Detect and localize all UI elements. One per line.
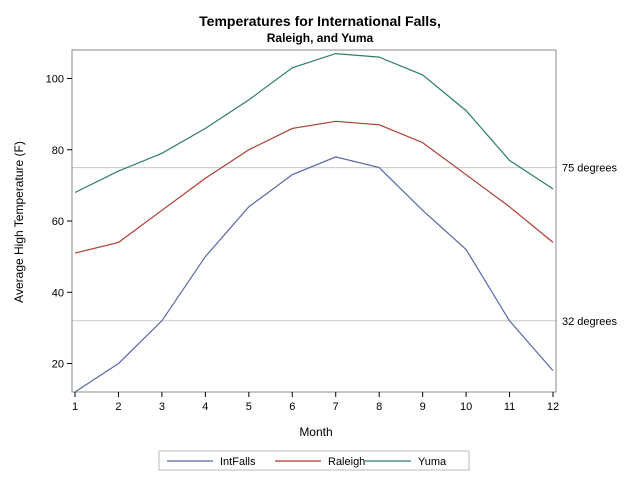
y-axis: 20 40 60 80 100 <box>46 74 72 371</box>
x-tick-label: 2 <box>115 401 121 413</box>
y-tick-label: 40 <box>52 287 64 299</box>
legend-label-raleigh: Raleigh <box>328 456 365 468</box>
x-tick-label: 8 <box>376 401 382 413</box>
y-tick-label: 80 <box>52 145 64 157</box>
y-tick-label: 20 <box>52 359 64 371</box>
x-axis-label: Month <box>299 425 332 439</box>
y-axis-label: Average High Temperature (F) <box>12 141 26 303</box>
series-line-intfalls <box>74 156 554 393</box>
y-tick-label: 100 <box>46 74 64 86</box>
series-line-yuma <box>74 52 554 194</box>
reference-lines: 75 degrees 32 degrees <box>72 163 618 328</box>
x-tick-label: 12 <box>547 401 559 413</box>
x-tick-label: 4 <box>202 401 208 413</box>
x-tick-label: 9 <box>420 401 426 413</box>
plot-area-frame <box>71 49 557 393</box>
x-tick-label: 11 <box>504 401 515 413</box>
x-tick-label: 6 <box>289 401 295 413</box>
x-axis: 1 2 3 4 5 6 7 8 9 10 11 12 <box>72 392 559 413</box>
legend: IntFalls Raleigh Yuma <box>158 450 470 471</box>
reference-line-label: 32 degrees <box>562 316 618 328</box>
x-tick-label: 1 <box>72 401 78 413</box>
legend-label-yuma: Yuma <box>418 456 447 468</box>
x-tick-label: 10 <box>460 401 472 413</box>
chart-subtitle: Raleigh, and Yuma <box>267 31 374 45</box>
x-tick-label: 3 <box>159 401 165 413</box>
y-tick-label: 60 <box>52 216 64 228</box>
reference-line-label: 75 degrees <box>562 163 618 175</box>
x-tick-label: 7 <box>333 401 339 413</box>
series-line-raleigh <box>74 120 554 254</box>
chart-title: Temperatures for International Falls, <box>199 13 441 29</box>
legend-label-intfalls: IntFalls <box>220 456 256 468</box>
series-lines <box>74 52 554 393</box>
x-tick-label: 5 <box>246 401 252 413</box>
